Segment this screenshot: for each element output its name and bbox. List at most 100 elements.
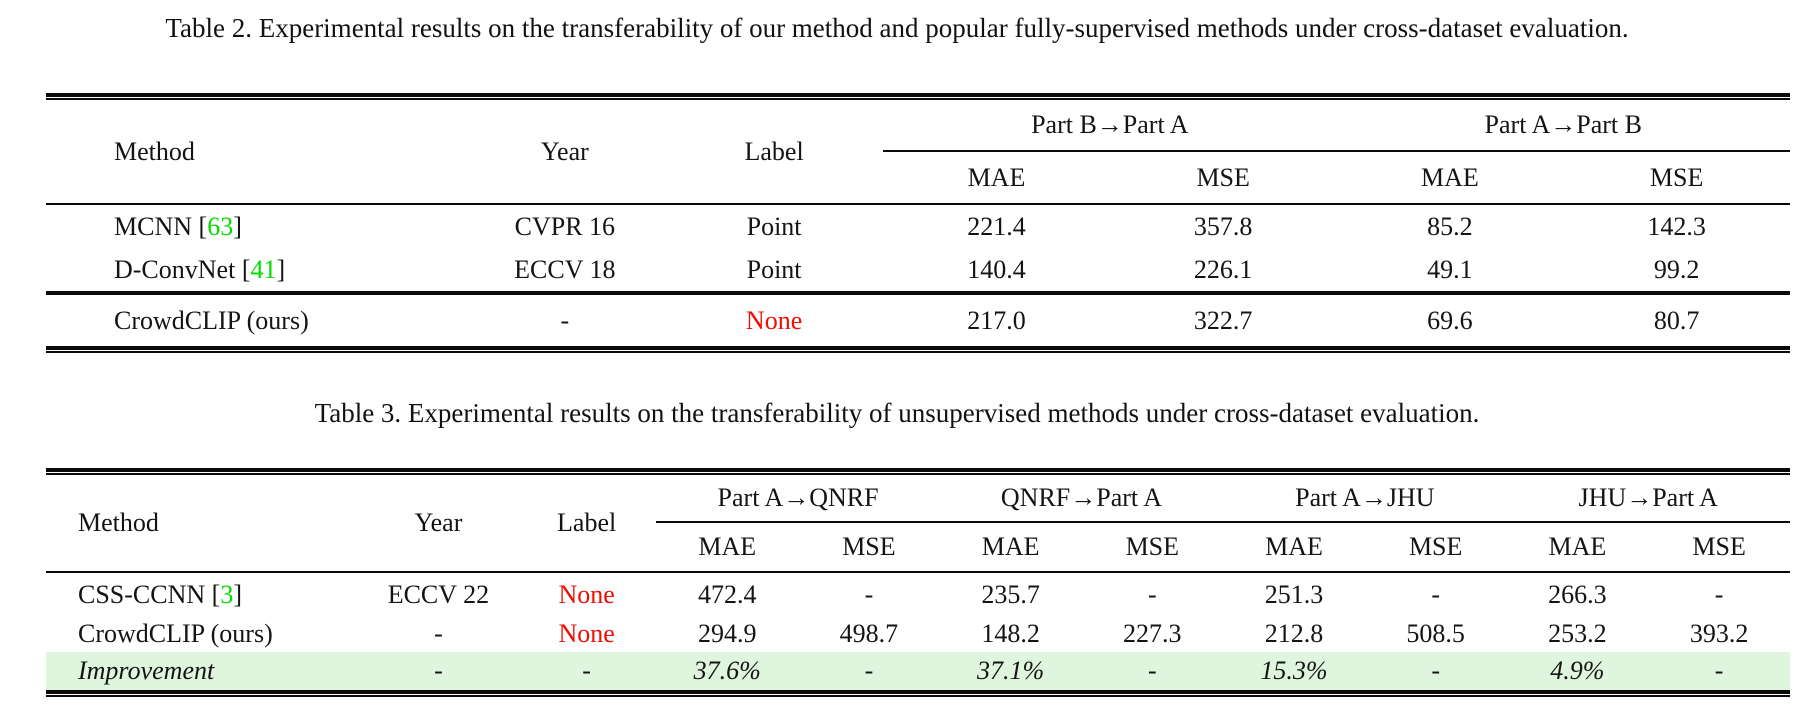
t2-header-method: Method bbox=[114, 136, 195, 166]
t2-subheader-mae-2: MAE bbox=[1421, 162, 1479, 192]
t3-improvement-v3: 37.1% bbox=[939, 652, 1082, 690]
t2-dconvnet-mse-ab: 99.2 bbox=[1653, 255, 1700, 284]
citation-number: 63 bbox=[207, 212, 234, 241]
t3-header-label: Label bbox=[557, 508, 617, 537]
t2-mcnn-mae-ab: 85.2 bbox=[1336, 203, 1564, 249]
t3-cssccnn-v1: 472.4 bbox=[656, 571, 799, 616]
t3-subheader-mae-3: MAE bbox=[1265, 532, 1323, 561]
t2-header-year: Year bbox=[540, 136, 589, 166]
table3-row-cssccnn: CSS-CCNN [3] ECCV 22 None 472.4 - 235.7 … bbox=[46, 571, 1790, 616]
method-name: D-ConvNet bbox=[114, 255, 236, 284]
table3-row-crowdclip: CrowdCLIP (ours) - None 294.9 498.7 148.… bbox=[46, 616, 1790, 652]
t3-crowdclip-v3: 148.2 bbox=[981, 619, 1040, 648]
t3-cssccnn-v3: 235.7 bbox=[939, 571, 1082, 616]
t3-crowdclip-method: CrowdCLIP (ours) bbox=[78, 619, 273, 648]
t3-subheader-mae-4: MAE bbox=[1548, 532, 1607, 561]
t3-improvement-v6: - bbox=[1364, 652, 1507, 690]
table3-caption: Table 3. Experimental results on the tra… bbox=[314, 398, 1480, 428]
t3-subheader-mse-2: MSE bbox=[1125, 532, 1180, 561]
t2-dconvnet-mae-ba: 140.4 bbox=[967, 255, 1026, 284]
t3-improvement-v2: - bbox=[798, 652, 940, 690]
t2-dconvnet-method-cell: D-ConvNet [41] bbox=[46, 249, 465, 293]
table2-row-mcnn: MCNN [63] CVPR 16 Point 221.4 357.8 85.2… bbox=[46, 203, 1790, 249]
t3-cssccnn-label: None bbox=[516, 571, 657, 616]
table2-bottom-rule bbox=[46, 346, 1790, 353]
t3-cssccnn-v7: 266.3 bbox=[1506, 571, 1649, 616]
t3-improvement-v1: 37.6% bbox=[656, 652, 799, 690]
method-name: CSS-CCNN bbox=[78, 579, 206, 609]
t3-improvement-method: Improvement bbox=[46, 652, 360, 690]
t2-group-partA-partB: Part A→Part B bbox=[1336, 100, 1790, 152]
t3-subheader-mse-4: MSE bbox=[1692, 532, 1746, 561]
table2-top-rule bbox=[46, 93, 1790, 100]
t2-crowdclip-mae-ab: 69.6 bbox=[1336, 291, 1564, 346]
t3-crowdclip-v2: 498.7 bbox=[839, 619, 899, 648]
t2-subheader-mae-1: MAE bbox=[967, 162, 1026, 192]
t2-crowdclip-mse-ba: 322.7 bbox=[1109, 291, 1337, 346]
table3-group-header-row: Method Year Label Part A→QNRF QNRF→Part … bbox=[46, 475, 1790, 537]
t3-cssccnn-v6: - bbox=[1364, 571, 1507, 616]
citation-bracket-close: ] bbox=[276, 255, 286, 284]
t3-group-partA-jhu: Part A→JHU bbox=[1223, 475, 1507, 523]
t2-mcnn-method-cell: MCNN [63] bbox=[46, 203, 465, 249]
t2-crowdclip-method: CrowdCLIP (ours) bbox=[46, 291, 465, 346]
t3-improvement-v7: 4.9% bbox=[1506, 652, 1649, 690]
t3-cssccnn-year: ECCV 22 bbox=[359, 571, 517, 616]
t3-header-year: Year bbox=[414, 508, 463, 537]
t2-crowdclip-year: - bbox=[464, 291, 666, 346]
t2-header-label: Label bbox=[744, 136, 804, 166]
t3-header-method: Method bbox=[78, 508, 159, 537]
t2-crowdclip-label: None bbox=[665, 291, 884, 346]
t3-cssccnn-v4: - bbox=[1081, 571, 1224, 616]
t3-crowdclip-v1: 294.9 bbox=[697, 619, 757, 648]
table2-subheader-row: MAE MSE MAE MSE bbox=[46, 151, 1790, 204]
t3-group-jhu-partA: JHU→Part A bbox=[1506, 475, 1790, 523]
t3-cssccnn-method-cell: CSS-CCNN [3] bbox=[46, 571, 360, 616]
t3-crowdclip-v6: 508.5 bbox=[1406, 619, 1465, 648]
citation-bracket-open: [ bbox=[241, 255, 251, 284]
t3-cssccnn-v2: - bbox=[798, 571, 940, 616]
table3-subheader-row: MAE MSE MAE MSE MAE MSE MAE MSE bbox=[46, 522, 1790, 572]
t2-subheader-mse-2: MSE bbox=[1649, 162, 1704, 192]
t3-subheader-mse-3: MSE bbox=[1408, 532, 1463, 561]
t3-crowdclip-label: None bbox=[558, 619, 615, 648]
t2-mcnn-year: CVPR 16 bbox=[464, 203, 666, 249]
citation-bracket-close: ] bbox=[233, 579, 242, 609]
t2-subheader-mse-1: MSE bbox=[1196, 162, 1250, 192]
t3-improvement-v5: 15.3% bbox=[1223, 652, 1365, 690]
t2-dconvnet-year: ECCV 18 bbox=[514, 255, 616, 284]
table3-row-improvement: Improvement - - 37.6% - 37.1% - 15.3% - … bbox=[46, 652, 1790, 690]
table3-top-rule bbox=[46, 468, 1790, 475]
t2-group-partB-partA: Part B→Part A bbox=[883, 100, 1337, 152]
t3-group-qnrf-partA: QNRF→Part A bbox=[939, 475, 1224, 523]
t3-improvement-v8: - bbox=[1648, 652, 1790, 690]
t2-crowdclip-mse-ab: 80.7 bbox=[1563, 291, 1790, 346]
table2-row-dconvnet: D-ConvNet [41] ECCV 18 Point 140.4 226.1… bbox=[46, 249, 1790, 293]
t3-cssccnn-v5: 251.3 bbox=[1223, 571, 1365, 616]
t2-mcnn-mse-ba: 357.8 bbox=[1109, 203, 1337, 249]
t2-dconvnet-mse-ba: 226.1 bbox=[1193, 255, 1253, 284]
table2-row-crowdclip: CrowdCLIP (ours) - None 217.0 322.7 69.6… bbox=[46, 291, 1790, 346]
t3-crowdclip-year: - bbox=[434, 619, 443, 648]
t2-mcnn-mae-ba: 221.4 bbox=[883, 203, 1110, 249]
table2: Method Year Label Part B→Part A Part A→P… bbox=[46, 100, 1790, 346]
t3-crowdclip-v7: 253.2 bbox=[1548, 619, 1607, 648]
t3-improvement-label: - bbox=[516, 652, 657, 690]
t2-mcnn-label: Point bbox=[665, 203, 884, 249]
t3-improvement-year: - bbox=[359, 652, 517, 690]
t3-crowdclip-v8: 393.2 bbox=[1689, 619, 1749, 648]
citation-bracket-close: ] bbox=[233, 212, 242, 241]
citation-bracket-open: [ bbox=[211, 579, 221, 609]
citation-bracket-open: [ bbox=[198, 212, 208, 241]
t3-subheader-mae-2: MAE bbox=[981, 532, 1040, 561]
citation-number: 3 bbox=[220, 579, 234, 609]
t2-dconvnet-mae-ab: 49.1 bbox=[1427, 255, 1473, 284]
table3-bottom-rule bbox=[46, 690, 1790, 697]
t3-subheader-mse-1: MSE bbox=[842, 532, 896, 561]
t3-group-partA-qnrf: Part A→QNRF bbox=[656, 475, 940, 523]
t3-cssccnn-v8: - bbox=[1648, 571, 1790, 616]
method-name: MCNN bbox=[114, 212, 193, 241]
citation-number: 41 bbox=[250, 255, 277, 284]
table2-group-header-row: Method Year Label Part B→Part A Part A→P… bbox=[46, 100, 1790, 166]
